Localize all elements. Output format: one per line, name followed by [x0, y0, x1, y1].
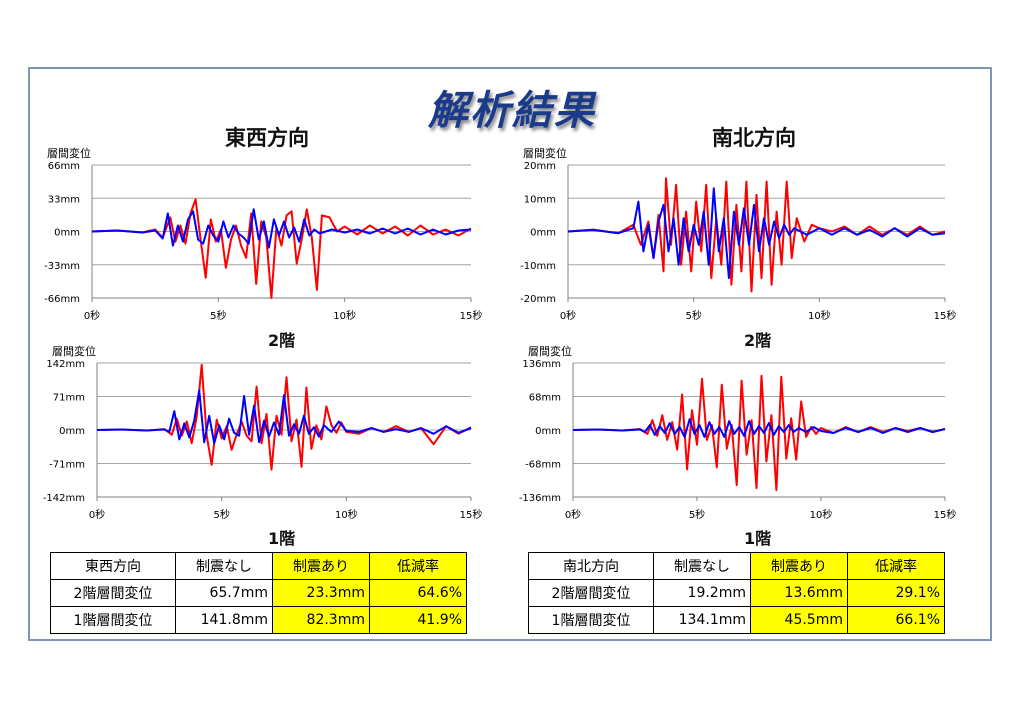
ns-heading: 南北方向 [712, 126, 796, 150]
ew-floor2-series-red-line [91, 198, 472, 299]
y-tick-label: -142mm [43, 493, 85, 504]
y-tick-label: 136mm [522, 359, 561, 370]
table-cell: 13.6mm [750, 579, 848, 607]
table-cell: 45.5mm [750, 606, 848, 634]
x-tick-label: 15秒 [934, 508, 957, 521]
table-header-cell: 南北方向 [528, 552, 654, 580]
x-tick-label: 15秒 [460, 309, 483, 322]
table-row: 2階層間変位 19.2mm 13.6mm 29.1% [528, 579, 945, 607]
ns-floor2-plot: 20mm 10mm 0mm -10mm -20mm 0秒 5秒 10秒 15秒 層間変位 [520, 146, 956, 322]
y-tick-label: 0mm [54, 228, 80, 239]
ew-results-table: 東西方向 制震なし 制震あり 低減率 2階層間変位 65.7mm 23.3mm … [50, 552, 467, 634]
y-axis-title: 層間変位 [52, 344, 96, 358]
table-row: 1階層間変位 134.1mm 45.5mm 66.1% [528, 606, 945, 634]
y-tick-label: -71mm [49, 460, 85, 471]
table-cell: 82.3mm [272, 606, 370, 634]
y-tick-label: -33mm [44, 261, 80, 272]
table-header-cell: 制震なし [175, 552, 273, 580]
table-cell: 64.6% [369, 579, 467, 607]
ew-floor2-series-blue-line [91, 208, 472, 249]
figure-frame [28, 67, 992, 641]
y-tick-label: 0mm [59, 426, 85, 437]
y-tick-label: 68mm [529, 393, 561, 404]
ew-floor1-label: 1階 [268, 529, 296, 548]
y-tick-label: 20mm [524, 161, 556, 172]
ns-floor2-series-blue-line [567, 187, 946, 280]
y-tick-label: 10mm [524, 194, 556, 205]
x-tick-label: 5秒 [689, 508, 705, 521]
y-tick-label: -68mm [525, 460, 561, 471]
y-tick-label: 71mm [53, 393, 85, 404]
table-cell: 65.7mm [175, 579, 273, 607]
x-tick-label: 10秒 [808, 309, 831, 322]
x-tick-label: 5秒 [213, 508, 229, 521]
y-tick-label: 66mm [48, 161, 80, 172]
y-tick-label: -66mm [44, 294, 80, 305]
table-header-cell: 低減率 [369, 552, 467, 580]
table-cell: 1階層間変位 [50, 606, 176, 634]
y-axis-title: 層間変位 [528, 344, 572, 358]
x-tick-label: 10秒 [333, 309, 356, 322]
page-title: 解析結果 [428, 88, 596, 134]
table-cell: 23.3mm [272, 579, 370, 607]
y-tick-label: -20mm [520, 294, 556, 305]
ns-floor2-label: 2階 [744, 331, 772, 350]
ns-floor1-plot: 136mm 68mm 0mm -68mm -136mm 0秒 5秒 10秒 15秒 層間変位 [519, 344, 957, 521]
x-tick-label: 15秒 [934, 309, 957, 322]
ew-heading: 東西方向 [225, 126, 309, 150]
table-cell: 141.8mm [175, 606, 273, 634]
ns-floor1-series-blue-line [572, 418, 946, 438]
table-row: 1階層間変位 141.8mm 82.3mm 41.9% [50, 606, 467, 634]
ew-floor2-label: 2階 [268, 331, 296, 350]
y-axis-title: 層間変位 [47, 146, 91, 160]
x-tick-label: 5秒 [685, 309, 701, 322]
table-header-row: 東西方向 制震なし 制震あり 低減率 [50, 552, 467, 580]
table-header-cell: 制震あり [272, 552, 370, 580]
table-row: 2階層間変位 65.7mm 23.3mm 64.6% [50, 579, 467, 607]
ew-floor2-plot: 66mm 33mm 0mm -33mm -66mm 0秒 5秒 10秒 15秒 層間変位 [44, 146, 482, 322]
table-cell: 2階層間変位 [50, 579, 176, 607]
table-header-cell: 低減率 [847, 552, 945, 580]
y-axis-title: 層間変位 [523, 146, 567, 160]
ew-floor1-plot: 142mm 71mm 0mm -71mm -142mm 0秒 5秒 10秒 15秒 層間変位 [43, 344, 483, 521]
ew-floor1-series-red-line [96, 363, 472, 471]
x-tick-label: 0秒 [560, 309, 576, 322]
ns-floor1-label: 1階 [744, 529, 772, 548]
x-tick-label: 5秒 [210, 309, 226, 322]
ew-floor1-series-blue-line [96, 389, 472, 445]
y-tick-label: 33mm [48, 194, 80, 205]
ns-floor1-series-red-line [572, 374, 946, 492]
table-header-row: 南北方向 制震なし 制震あり 低減率 [528, 552, 945, 580]
y-tick-label: -10mm [520, 261, 556, 272]
table-cell: 19.2mm [653, 579, 751, 607]
table-cell: 2階層間変位 [528, 579, 654, 607]
table-cell: 29.1% [847, 579, 945, 607]
table-header-cell: 東西方向 [50, 552, 176, 580]
x-tick-label: 0秒 [565, 508, 581, 521]
table-cell: 41.9% [369, 606, 467, 634]
x-tick-label: 10秒 [335, 508, 358, 521]
table-cell: 66.1% [847, 606, 945, 634]
x-tick-label: 0秒 [89, 508, 105, 521]
y-tick-label: 0mm [535, 426, 561, 437]
y-tick-label: 0mm [530, 228, 556, 239]
table-header-cell: 制震あり [750, 552, 848, 580]
x-tick-label: 10秒 [810, 508, 833, 521]
y-tick-label: -136mm [519, 493, 561, 504]
y-tick-label: 142mm [46, 359, 85, 370]
ns-floor2-series-red-line [567, 177, 946, 293]
ns-results-table: 南北方向 制震なし 制震あり 低減率 2階層間変位 19.2mm 13.6mm … [528, 552, 945, 634]
table-cell: 134.1mm [653, 606, 751, 634]
x-tick-label: 0秒 [84, 309, 100, 322]
table-cell: 1階層間変位 [528, 606, 654, 634]
x-tick-label: 15秒 [460, 508, 483, 521]
table-header-cell: 制震なし [653, 552, 751, 580]
